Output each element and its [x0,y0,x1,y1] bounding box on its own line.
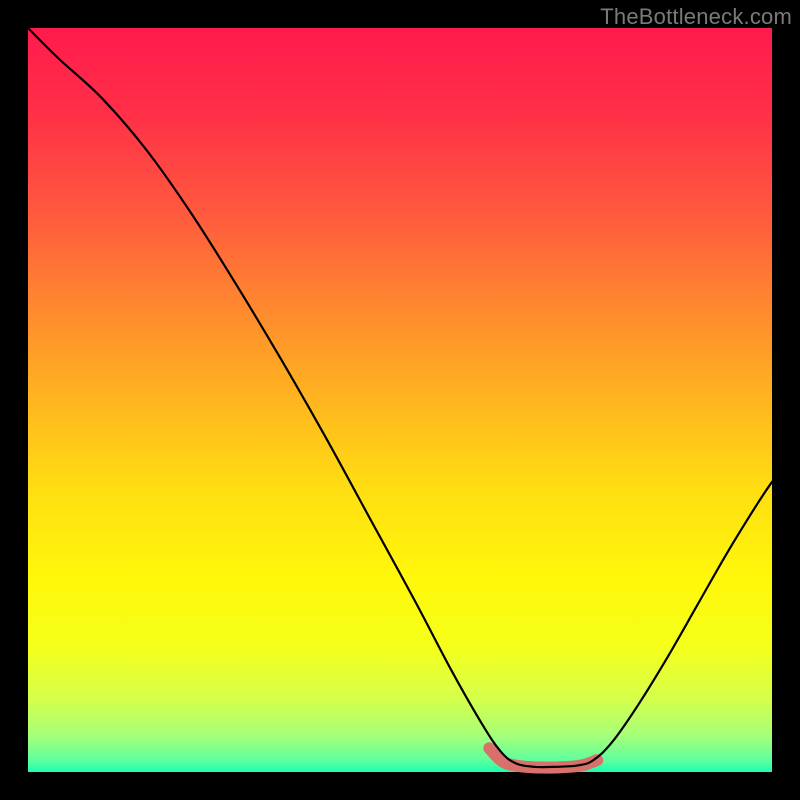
chart-stage: TheBottleneck.com [0,0,800,800]
chart-svg [0,0,800,800]
watermark-text: TheBottleneck.com [600,4,792,30]
